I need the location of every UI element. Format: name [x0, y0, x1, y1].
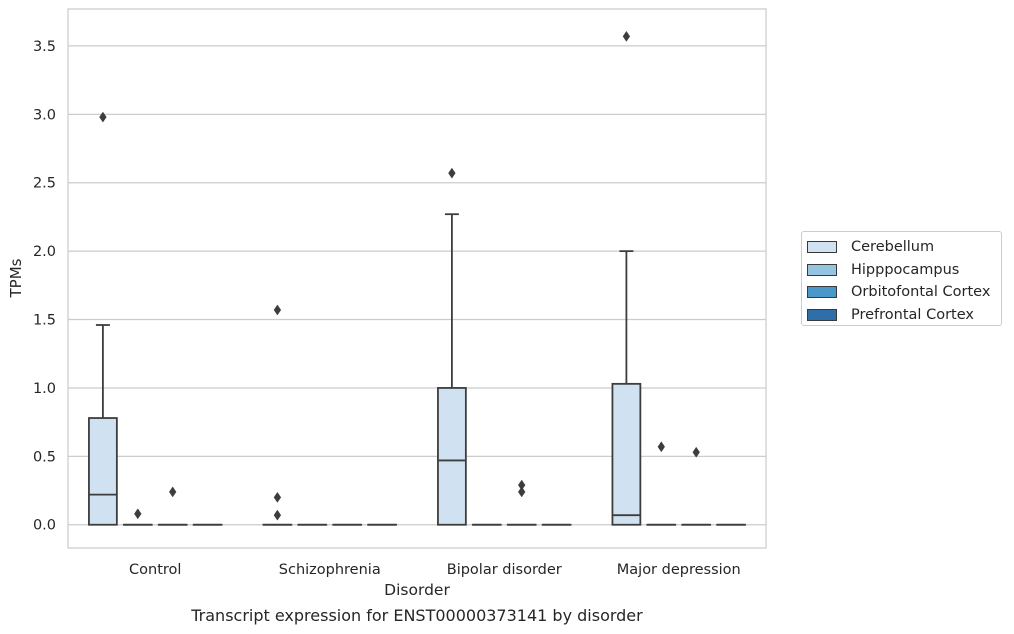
y-tick-label: 3.0 — [33, 107, 56, 123]
legend-label: Hipppocampus — [851, 261, 960, 278]
outlier-point — [517, 479, 526, 491]
box-body — [611, 382, 642, 526]
x-tick-label: Control — [129, 562, 181, 578]
outlier-point — [622, 30, 631, 42]
y-tick-label: 1.5 — [33, 313, 56, 329]
y-gridlines — [68, 45, 766, 526]
y-tick-label: 0.5 — [33, 449, 56, 465]
box-cerebellum — [611, 30, 642, 526]
outlier-point — [273, 491, 282, 503]
y-tick-label: 2.0 — [33, 244, 56, 260]
box-orbitofontal-cortex — [157, 486, 188, 526]
figure-caption: Transcript expression for ENST0000037314… — [191, 606, 643, 625]
legend-item: Hipppocampus — [807, 259, 1001, 282]
outlier-point — [517, 486, 526, 498]
plot-frame — [67, 8, 767, 549]
legend-swatch — [807, 263, 837, 276]
y-tick-label: 2.5 — [33, 176, 56, 192]
x-tick-label: Bipolar disorder — [447, 562, 562, 578]
outlier-point — [273, 509, 282, 521]
legend-item: Orbitofontal Cortex — [807, 281, 1001, 304]
x-tick-label: Schizophrenia — [279, 562, 381, 578]
legend-label: Cerebellum — [851, 239, 935, 256]
box-series — [88, 30, 746, 526]
y-tick-labels: 0.0 0.5 1.0 1.5 2.0 2.5 3.0 3.5 — [33, 39, 56, 534]
box-cerebellum — [437, 167, 467, 526]
box-orbitofontal-cortex — [506, 479, 537, 526]
box-hipppocampus — [122, 508, 153, 526]
outlier-point — [168, 486, 177, 498]
x-tick-label: Major depression — [617, 562, 741, 578]
box-cerebellum — [88, 111, 118, 526]
legend-label: Orbitofontal Cortex — [851, 284, 991, 301]
box-body — [437, 387, 467, 526]
box-body — [88, 417, 118, 526]
outlier-point — [657, 441, 666, 453]
outlier-point — [273, 304, 282, 316]
y-tick-label: 1.0 — [33, 381, 56, 397]
y-tick-label: 0.0 — [33, 518, 56, 534]
x-tick-labels: Control Schizophrenia Bipolar disorder Majo… — [129, 562, 741, 578]
legend-item: Prefrontal Cortex — [807, 304, 1001, 327]
outlier-point — [99, 111, 107, 123]
box-cerebellum — [262, 304, 293, 526]
legend-swatch — [807, 308, 837, 321]
legend-swatch — [807, 286, 837, 299]
legend: Cerebellum Hipppocampus Orbitofontal Corte… — [801, 231, 1002, 326]
x-axis-label: Disorder — [384, 581, 450, 599]
box-hipppocampus — [646, 441, 677, 526]
y-tick-label: 3.5 — [33, 39, 56, 55]
legend-item: Cerebellum — [807, 236, 1001, 259]
box-orbitofontal-cortex — [681, 446, 712, 526]
outlier-point — [448, 167, 456, 179]
outlier-point — [134, 508, 142, 520]
legend-swatch — [807, 241, 837, 254]
outlier-point — [692, 446, 700, 458]
y-axis-label: TPMs — [7, 258, 25, 298]
legend-label: Prefrontal Cortex — [851, 306, 974, 323]
